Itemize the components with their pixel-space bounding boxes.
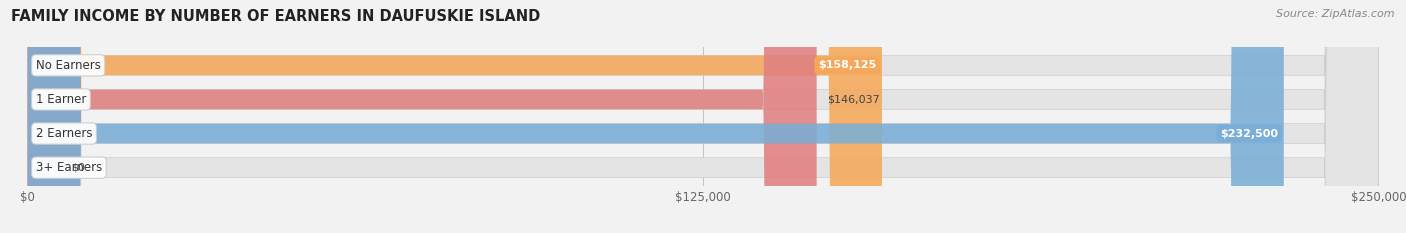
FancyBboxPatch shape	[28, 0, 882, 233]
FancyBboxPatch shape	[28, 0, 1378, 233]
FancyBboxPatch shape	[28, 0, 1378, 233]
Text: $146,037: $146,037	[828, 94, 880, 104]
Text: 1 Earner: 1 Earner	[35, 93, 86, 106]
Text: No Earners: No Earners	[35, 59, 101, 72]
FancyBboxPatch shape	[28, 0, 817, 233]
FancyBboxPatch shape	[28, 0, 1378, 233]
Text: $0: $0	[70, 163, 84, 173]
FancyBboxPatch shape	[28, 0, 1284, 233]
Text: Source: ZipAtlas.com: Source: ZipAtlas.com	[1277, 9, 1395, 19]
Text: 2 Earners: 2 Earners	[35, 127, 93, 140]
Text: $232,500: $232,500	[1220, 129, 1278, 139]
Text: 3+ Earners: 3+ Earners	[35, 161, 103, 174]
Text: FAMILY INCOME BY NUMBER OF EARNERS IN DAUFUSKIE ISLAND: FAMILY INCOME BY NUMBER OF EARNERS IN DA…	[11, 9, 540, 24]
FancyBboxPatch shape	[28, 0, 1378, 233]
Text: $158,125: $158,125	[818, 60, 876, 70]
